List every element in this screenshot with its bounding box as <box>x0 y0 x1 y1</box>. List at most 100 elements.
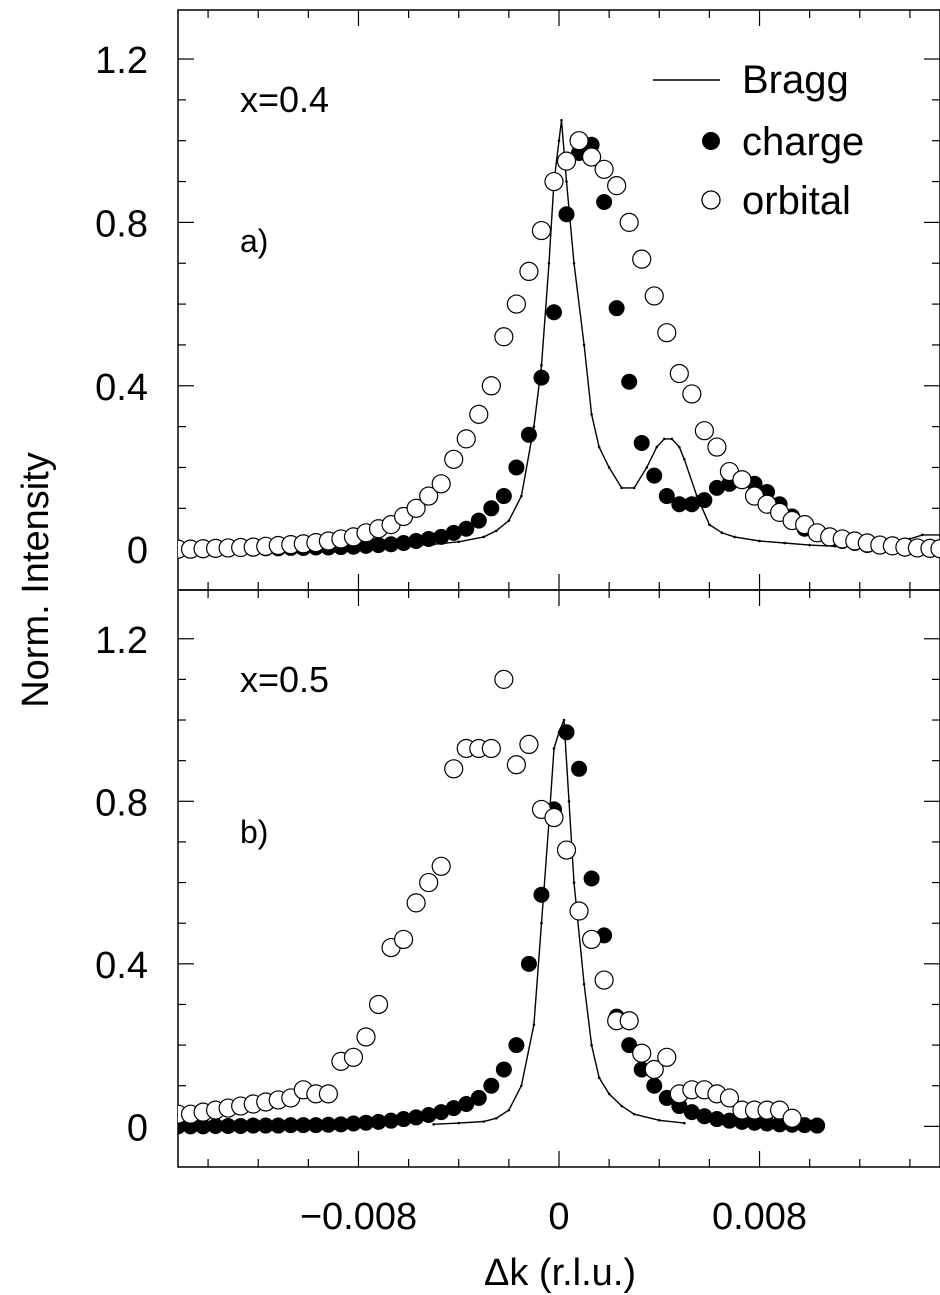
data-point-orbital <box>406 498 426 518</box>
y-tick-label: 1.2 <box>95 40 148 82</box>
data-point-orbital <box>318 1084 338 1104</box>
data-point-orbital <box>782 1108 802 1128</box>
y-tick-label: 0 <box>127 530 148 572</box>
data-point-bragg <box>482 1120 486 1123</box>
data-point-charge <box>445 524 462 541</box>
data-point-charge <box>270 1117 287 1134</box>
data-point-charge <box>520 426 537 443</box>
legend-bragg-label: Bragg <box>742 58 849 102</box>
data-point-orbital <box>431 474 451 494</box>
data-point-charge <box>458 1096 475 1113</box>
data-point-charge <box>621 373 638 390</box>
data-point-charge <box>596 193 613 210</box>
data-point-bragg <box>540 364 543 367</box>
data-point-orbital <box>469 404 489 424</box>
data-point-charge <box>558 206 575 223</box>
data-point-orbital <box>632 249 652 269</box>
data-point-bragg <box>520 1084 523 1088</box>
data-point-orbital <box>594 159 614 179</box>
data-point-charge <box>483 500 500 517</box>
panel-b-annotation: x=0.5 <box>240 659 329 700</box>
plot-area <box>178 118 940 559</box>
data-point-orbital <box>556 840 577 860</box>
data-point-orbital <box>419 872 439 893</box>
data-point-charge <box>708 1111 725 1128</box>
data-point-charge <box>345 1115 362 1132</box>
x-tick-label: 0.008 <box>712 1196 807 1238</box>
data-point-bragg <box>662 437 666 441</box>
data-point-orbital <box>569 901 589 921</box>
data-point-charge <box>696 492 713 509</box>
data-point-charge <box>408 1109 425 1126</box>
data-point-orbital <box>506 755 526 775</box>
data-point-charge <box>483 1077 500 1094</box>
data-point-bragg <box>582 982 586 986</box>
y-tick-label: 0.4 <box>95 945 148 987</box>
data-point-bragg <box>582 343 586 347</box>
data-point-bragg <box>708 523 711 526</box>
data-point-bragg <box>670 437 674 441</box>
data-point-charge <box>646 1077 663 1094</box>
panel-a-label: a) <box>240 223 268 259</box>
data-point-charge <box>633 434 650 451</box>
data-point-charge <box>495 488 512 505</box>
panel-b: 0 0.4 0.8 1.2 −0.008 0 0.008 <box>95 589 940 1238</box>
legend-charge-swatch <box>702 132 720 150</box>
data-point-charge <box>420 530 437 547</box>
data-point-charge <box>533 886 550 903</box>
data-point-charge <box>395 535 412 552</box>
data-point-bragg <box>565 180 568 183</box>
data-point-charge <box>683 1104 700 1121</box>
data-point-charge <box>408 532 425 549</box>
data-point-bragg <box>783 541 786 545</box>
data-point-bragg <box>678 445 681 449</box>
data-point-bragg <box>567 799 571 803</box>
x-tick-label: 0 <box>548 1196 569 1238</box>
data-point-bragg <box>532 1023 536 1027</box>
data-point-orbital <box>356 1027 376 1047</box>
data-point-bragg <box>507 519 511 522</box>
data-point-orbital <box>544 171 564 192</box>
data-point-charge <box>646 467 663 484</box>
data-point-bragg <box>457 540 461 544</box>
data-point-charge <box>295 1117 312 1134</box>
plot-area <box>178 669 826 1135</box>
data-point-charge <box>458 520 475 537</box>
data-point-charge <box>220 1117 237 1134</box>
data-point-bragg <box>457 1121 461 1125</box>
data-point-charge <box>571 760 588 777</box>
data-point-charge <box>433 1104 450 1121</box>
data-point-orbital <box>619 212 639 232</box>
y-axis-label: Norm. Intensity <box>15 452 57 708</box>
data-point-charge <box>809 1117 826 1134</box>
data-point-orbital <box>581 147 602 167</box>
panel-b-label: b) <box>240 814 268 850</box>
data-point-charge <box>195 1118 212 1135</box>
data-point-bragg <box>520 494 523 498</box>
data-point-charge <box>545 304 562 321</box>
data-point-orbital <box>506 294 526 314</box>
y-tick-label: 0.4 <box>95 367 148 409</box>
data-point-charge <box>508 459 525 476</box>
data-point-bragg <box>645 466 649 469</box>
data-point-charge <box>658 488 675 505</box>
data-point-bragg <box>572 261 576 265</box>
data-point-orbital <box>682 384 702 404</box>
data-point-bragg <box>733 535 736 539</box>
data-point-orbital <box>456 429 476 449</box>
data-point-charge <box>232 1117 249 1134</box>
data-point-charge <box>583 870 600 887</box>
data-point-orbital <box>519 261 539 282</box>
data-point-orbital <box>657 323 677 343</box>
data-point-orbital <box>531 220 552 241</box>
data-point-charge <box>445 1100 462 1117</box>
data-point-charge <box>357 1114 374 1131</box>
data-point-charge <box>257 1117 274 1134</box>
data-point-orbital <box>707 437 727 457</box>
data-point-charge <box>370 537 387 554</box>
data-point-charge <box>383 1112 400 1129</box>
legend: Bragg charge orbital <box>653 58 864 223</box>
data-point-bragg <box>657 1118 661 1122</box>
data-point-orbital <box>581 929 602 950</box>
data-point-charge <box>420 1106 437 1123</box>
